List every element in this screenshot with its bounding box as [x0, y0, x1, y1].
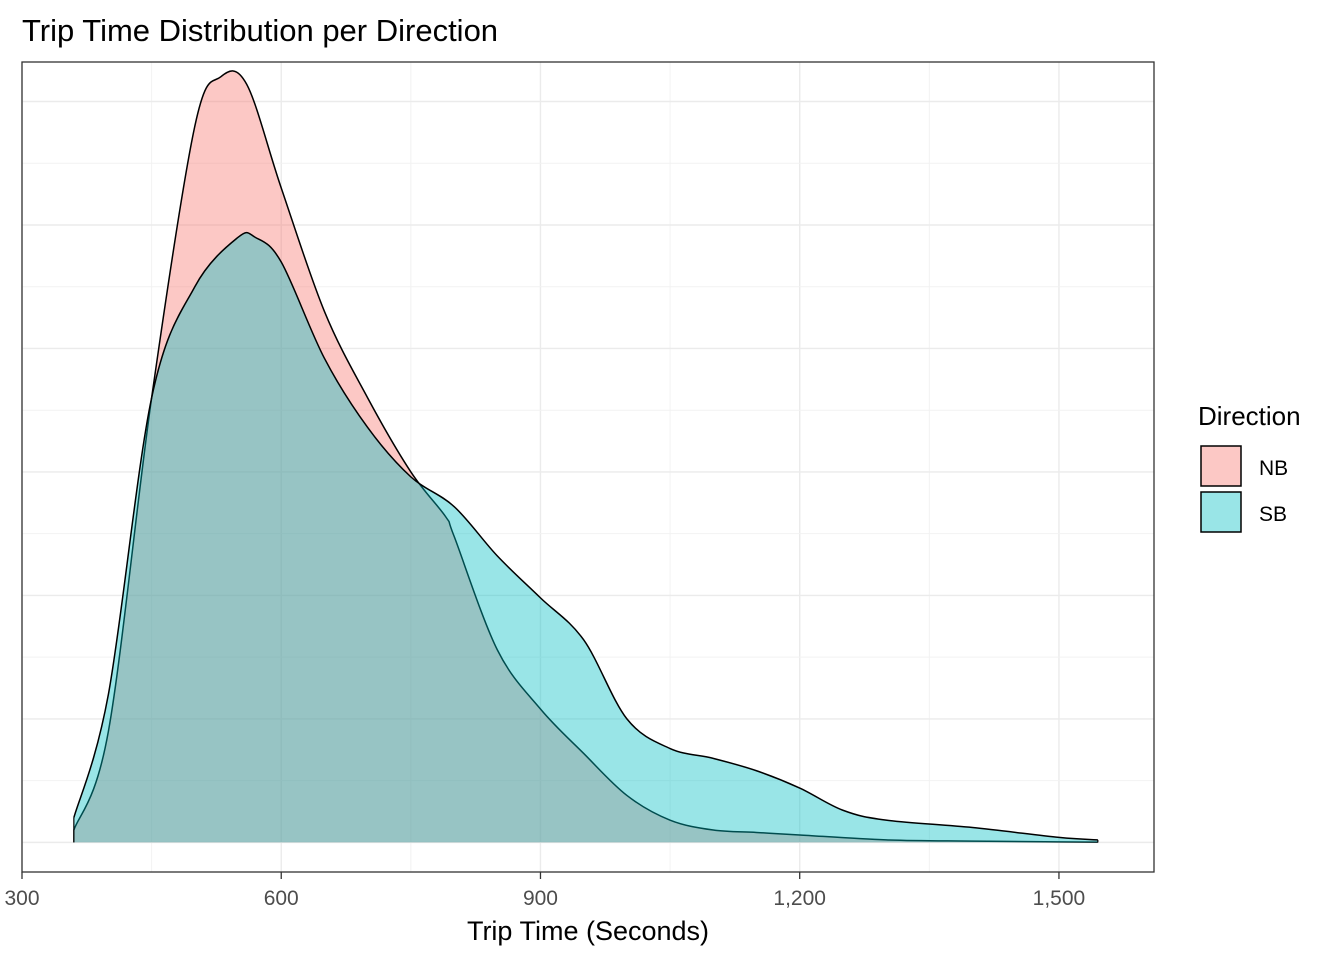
- legend-key-sb: [1200, 491, 1242, 533]
- legend-label-nb: NB: [1259, 457, 1288, 480]
- x-tick-label: 600: [264, 887, 299, 910]
- density-area-sb: [73, 232, 1098, 843]
- x-axis: 300 600 900 1,200 1,500: [4, 872, 1085, 910]
- chart-title: Trip Time Distribution per Direction: [22, 13, 498, 48]
- x-axis-label: Trip Time (Seconds): [467, 916, 709, 946]
- density-line-nb: [73, 70, 1098, 843]
- x-tick-label: 900: [523, 887, 558, 910]
- density-areas: [73, 70, 1099, 843]
- x-tick-label: 1,500: [1033, 887, 1086, 910]
- legend-label-sb: SB: [1259, 503, 1287, 526]
- legend-key-nb: [1200, 445, 1242, 487]
- density-line-sb: [73, 231, 1098, 841]
- legend-title: Direction: [1198, 401, 1301, 431]
- x-tick-label: 1,200: [773, 887, 826, 910]
- legend-key-background: [1200, 491, 1242, 533]
- legend: Direction NB SB: [1198, 401, 1301, 533]
- legend-entries: NB SB: [1200, 445, 1288, 533]
- x-tick-label: 300: [4, 887, 39, 910]
- panel-border: [21, 61, 1155, 873]
- density-area-nb: [73, 70, 1098, 843]
- grid-lines: [21, 62, 1154, 872]
- legend-key-background: [1200, 445, 1242, 487]
